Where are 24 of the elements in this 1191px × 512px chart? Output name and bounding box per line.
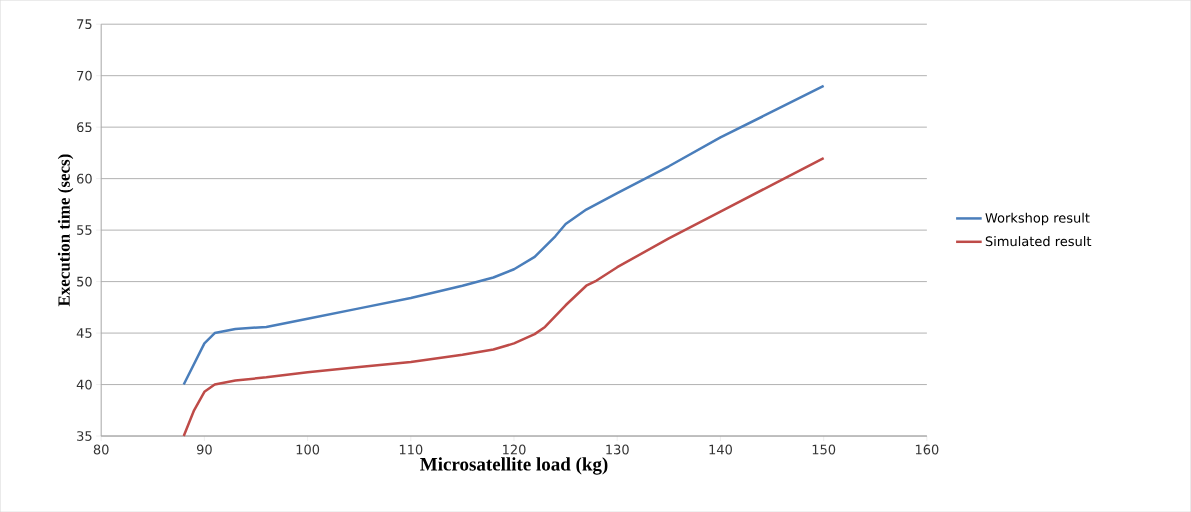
line-series [182, 84, 825, 386]
y-tick-label: 70 [77, 70, 92, 81]
line-series [182, 156, 825, 438]
y-tick-label: 35 [77, 431, 92, 441]
y-tick-label: 55 [77, 225, 92, 235]
x-tick-label: 100 [296, 444, 320, 455]
y-tick-label: 45 [76, 328, 92, 338]
x-tick-label: 110 [399, 444, 423, 455]
y-tick-label: 40 [76, 379, 92, 390]
y-tick-label: 65 [77, 122, 92, 132]
x-axis-title: Microsatellite load (kg) [420, 457, 608, 475]
legend-label: Workshop result [985, 212, 1090, 226]
x-tick-label: 140 [709, 444, 732, 455]
x-tick-label: 160 [915, 444, 939, 455]
y-axis-title: Execution time (secs) [57, 154, 74, 307]
x-tick-label: 90 [196, 444, 212, 455]
x-tick-label: 150 [812, 444, 836, 455]
y-tick-label: 60 [77, 173, 92, 184]
y-tick-label: 75 [77, 19, 92, 29]
y-tick-label: 50 [77, 276, 92, 287]
x-tick-label: 120 [503, 444, 526, 455]
x-tick-label: 130 [606, 444, 629, 455]
x-tick-label: 80 [93, 444, 109, 455]
legend-label: Simulated result [985, 236, 1092, 247]
